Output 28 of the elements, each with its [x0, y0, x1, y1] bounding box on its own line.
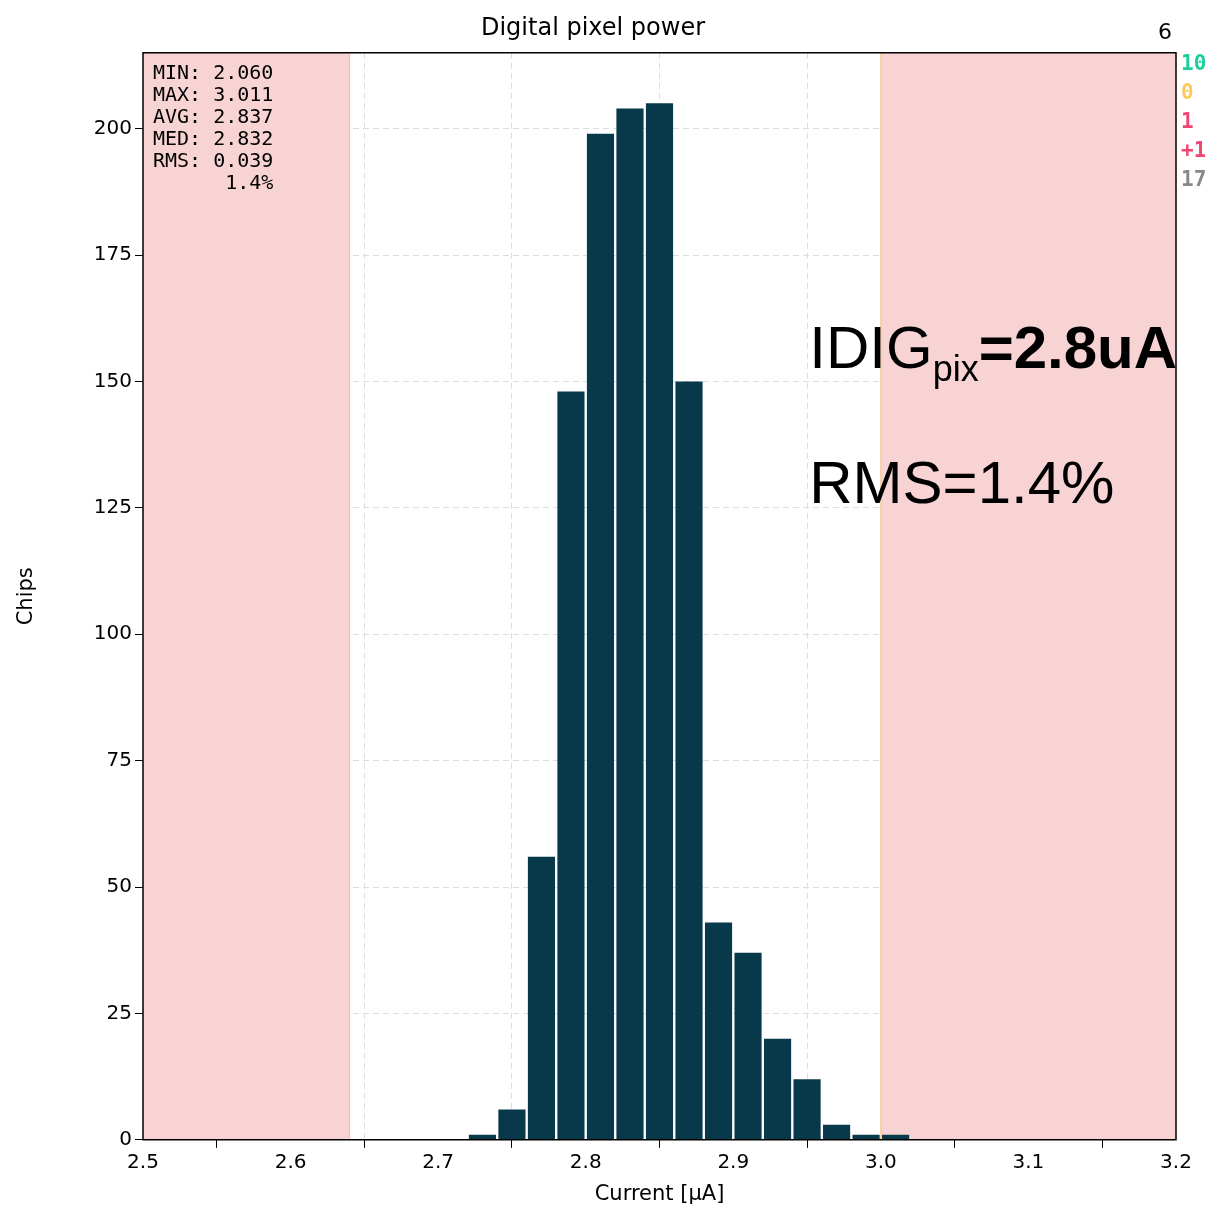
x-tick-label: 3.2: [1160, 1149, 1192, 1173]
chart-title: Digital pixel power: [480, 12, 706, 41]
text: 1: [1181, 108, 1194, 133]
x-tick-label: 2.6: [274, 1149, 307, 1173]
text: 0: [1181, 79, 1194, 104]
y-tick-label: 150: [93, 367, 132, 392]
y-tick-label: 100: [93, 620, 132, 645]
x-tick-label: 3.0: [864, 1149, 897, 1173]
y-tick-label: 75: [106, 746, 132, 771]
y-tick-label: 200: [93, 114, 132, 139]
text: 6: [1158, 18, 1172, 44]
y-tick-label: 25: [106, 999, 132, 1024]
annotation: RMS=1.4%: [809, 447, 1115, 517]
x-tick-label: 2.9: [717, 1149, 750, 1173]
x-tick-label: 2.7: [422, 1149, 455, 1173]
y-tick-label: 0: [119, 1126, 132, 1150]
x-tick-label: 3.1: [1012, 1149, 1045, 1173]
y-tick-label: 175: [93, 241, 132, 266]
annotation: MIN: 2.060 MAX: 3.011 AVG: 2.837 MED: 2.832 RMS: 0.039 1.4%: [153, 59, 274, 194]
x-axis-title: Current [μA]: [594, 1180, 725, 1205]
text: +1: [1181, 137, 1205, 162]
x-tick-label: 2.8: [569, 1149, 602, 1173]
text: 17: [1181, 166, 1205, 191]
text: 10: [1181, 50, 1205, 75]
y-axis-title: Chips: [13, 567, 38, 626]
x-tick-label: 2.5: [127, 1149, 159, 1173]
y-tick-label: 50: [106, 873, 132, 898]
y-tick-label: 125: [93, 494, 132, 519]
